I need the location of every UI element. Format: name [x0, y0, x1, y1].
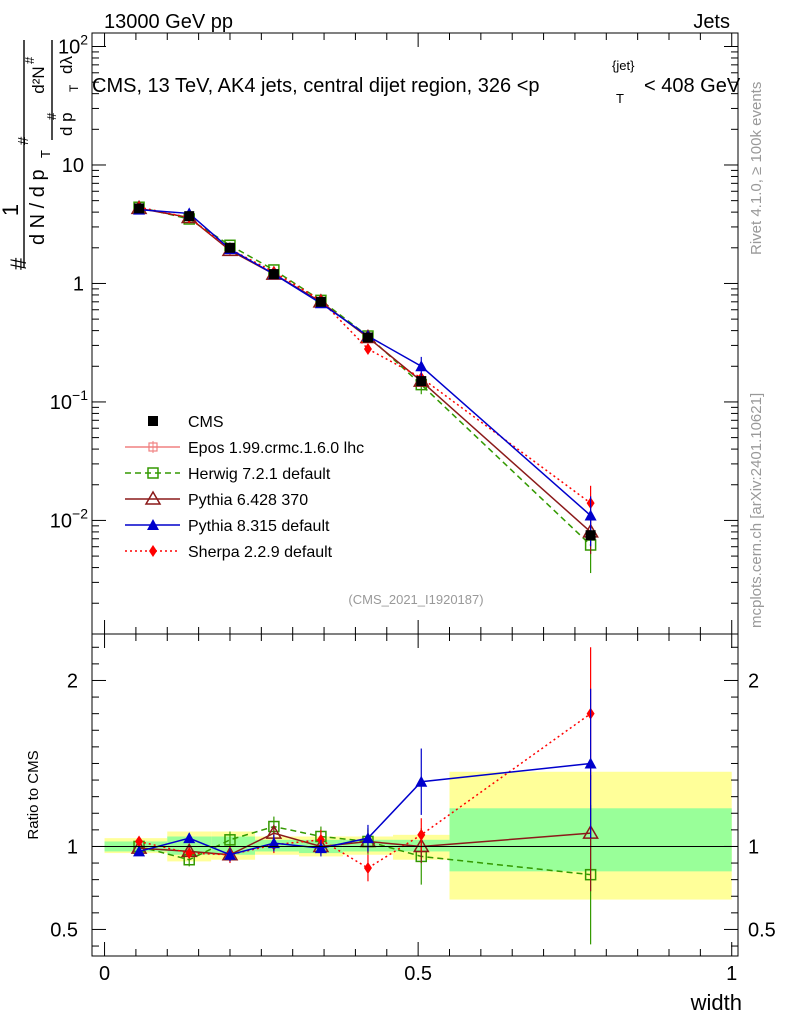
legend-label-pythia-6-428-370: Pythia 6.428 370 — [188, 492, 308, 509]
ratio-point-pythia-8-315-default — [183, 832, 196, 844]
ratio-point-sherpa-2-2-9-default — [185, 847, 194, 860]
main-y-axis-label: # 1 d N / d p T # d²N d p T dλ # # — [0, 40, 81, 270]
legend: CMS Epos 1.99.crmc.1.6.0 lhc Herwig 7.2.1 … — [125, 414, 364, 561]
ratio-point-pythia-8-315-default — [267, 837, 280, 849]
beam-label: 13000 GeV pp — [104, 11, 233, 33]
main-point-pythia-8-315-default — [415, 360, 428, 372]
main-point-cms — [224, 242, 235, 253]
legend-marker-herwig-7-2-1-default — [147, 467, 159, 479]
main-point-sherpa-2-2-9-default — [363, 342, 372, 355]
ratio-y-axis: 0.5 0.5 1 1 2 2 — [50, 646, 776, 947]
main-point-cms — [315, 296, 326, 307]
x-axis: 0 0.5 1 — [99, 33, 737, 985]
ratio-y-tick-label-right: 0.5 — [748, 919, 776, 941]
main-line-sherpa-2-2-9-default — [138, 206, 592, 504]
ratio-point-sherpa-2-2-9-default — [417, 828, 426, 841]
ratio-point-sherpa-2-2-9-default — [363, 862, 372, 875]
x-tick-label: 0.5 — [404, 963, 432, 985]
legend-marker-pythia-8-315-default — [147, 519, 159, 530]
legend-marker-cms — [148, 416, 158, 426]
y-label-t-sub-1: T — [38, 150, 53, 158]
ratio-line-herwig-7-2-1-default — [138, 825, 591, 876]
y-label-d2n: d²N — [29, 66, 48, 93]
main-y-tick-label: 10 — [62, 155, 84, 177]
legend-label-pythia-8-315-default: Pythia 8.315 default — [188, 518, 330, 535]
category-label: Jets — [693, 11, 730, 33]
main-y-tick-label: 10−2 — [50, 505, 88, 532]
ratio-line-pythia-8-315-default — [138, 762, 591, 856]
main-y-tick-label: 1 — [73, 273, 84, 295]
legend-label-epos-1-99-crmc-1-6-0-lhc: Epos 1.99.crmc.1.6.0 lhc — [188, 440, 364, 457]
main-point-cms — [268, 269, 279, 280]
legend-label-sherpa-2-2-9-default: Sherpa 2.2.9 default — [188, 544, 333, 561]
main-point-pythia-8-315-default — [584, 509, 597, 521]
main-series-layer — [130, 199, 599, 574]
ratio-series-layer — [130, 647, 599, 945]
y-label-t-sub-2: T — [67, 84, 81, 92]
mcplots-label: mcplots.cern.ch [arXiv:2401.10621] — [748, 393, 765, 628]
main-point-cms — [585, 530, 596, 541]
title-superscript: {jet} — [612, 58, 635, 73]
plot-title: CMS, 13 TeV, AK4 jets, central dijet reg… — [92, 75, 540, 97]
y-label-hash-2: # — [15, 136, 32, 145]
ratio-y-axis-label: Ratio to CMS — [25, 750, 42, 839]
main-point-cms — [184, 211, 195, 222]
rivet-version-label: Rivet 4.1.0, ≥ 100k events — [748, 82, 765, 255]
main-y-tick-label: 102 — [58, 32, 88, 59]
main-line-pythia-6-428-370 — [138, 207, 592, 533]
ratio-point-pythia-8-315-default — [223, 848, 236, 860]
main-point-cms — [134, 203, 145, 214]
ratio-point-pythia-6-428-370 — [582, 824, 599, 839]
ratio-point-pythia-8-315-default — [361, 832, 374, 844]
main-point-cms — [362, 332, 373, 343]
main-line-pythia-8-315-default — [138, 208, 592, 517]
x-tick-label: 0 — [99, 963, 110, 985]
ratio-point-herwig-7-2-1-default — [224, 834, 236, 846]
legend-marker-epos-1-99-crmc-1-6-0-lhc — [147, 441, 159, 453]
legend-marker-pythia-6-428-370 — [144, 490, 162, 505]
legend-marker-sherpa-2-2-9-default — [149, 545, 157, 557]
main-y-axis: 10−2 10−1 1 10 102 — [50, 32, 738, 604]
ratio-y-tick-label: 0.5 — [50, 919, 78, 941]
ratio-point-pythia-6-428-370 — [412, 837, 430, 853]
y-label-one: 1 — [0, 204, 23, 216]
title-subscript: T — [616, 91, 624, 106]
y-label-dn-dpt: d N / d p — [27, 169, 49, 245]
y-label-dpt-dl: d p — [57, 112, 76, 136]
y-label-hash-1: # — [6, 257, 31, 270]
legend-label-cms: CMS — [188, 414, 224, 431]
y-label-hash-4: # — [22, 56, 37, 64]
x-axis-label: width — [690, 990, 742, 1015]
y-label-hash-3: # — [44, 112, 59, 120]
ratio-y-tick-label: 2 — [67, 670, 78, 692]
main-y-tick-label: 10−1 — [50, 387, 88, 414]
ratio-point-pythia-8-315-default — [584, 757, 597, 769]
y-label-dlambda: dλ — [57, 56, 76, 74]
analysis-id: (CMS_2021_I1920187) — [348, 592, 483, 607]
ratio-line-sherpa-2-2-9-default — [138, 713, 592, 869]
ratio-point-sherpa-2-2-9-default — [135, 835, 144, 848]
ratio-point-pythia-8-315-default — [133, 845, 146, 857]
ratio-line-pythia-6-428-370 — [138, 832, 591, 856]
ratio-y-tick-label-right: 1 — [748, 836, 759, 858]
main-line-herwig-7-2-1-default — [138, 206, 592, 546]
ratio-y-tick-label: 1 — [67, 836, 78, 858]
ratio-point-pythia-8-315-default — [415, 775, 428, 787]
ratio-band-inner — [211, 836, 256, 855]
title-main: CMS, 13 TeV, AK4 jets, central dijet reg… — [92, 75, 540, 97]
x-tick-label: 1 — [726, 963, 737, 985]
legend-label-herwig-7-2-1-default: Herwig 7.2.1 default — [188, 466, 331, 483]
main-point-cms — [416, 376, 427, 387]
ratio-point-pythia-8-315-default — [314, 842, 327, 854]
ratio-frame — [91, 633, 739, 957]
ratio-y-tick-label-right: 2 — [748, 670, 759, 692]
title-tail: < 408 GeV — [644, 75, 741, 97]
